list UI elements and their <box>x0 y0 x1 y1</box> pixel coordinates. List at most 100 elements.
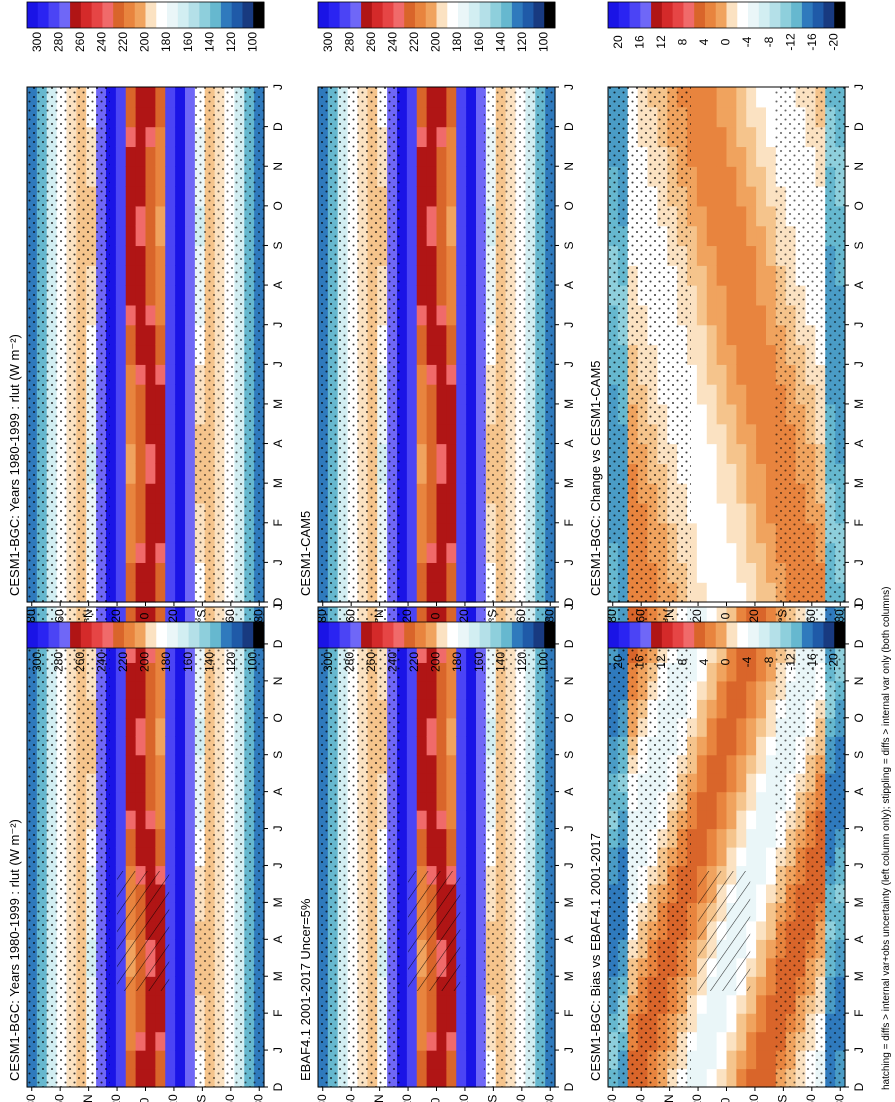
heatmap-cell <box>756 920 767 940</box>
heatmap-cell <box>145 643 156 663</box>
heatmap-cell <box>706 828 718 848</box>
heatmap-cell <box>716 403 728 425</box>
colorbar-swatch <box>726 622 738 648</box>
heatmap-cell <box>726 1031 737 1051</box>
month-tick-label: D <box>562 639 576 648</box>
heatmap-cell <box>135 1050 147 1070</box>
heatmap-cell <box>145 562 156 583</box>
colorbar-swatch <box>199 622 211 648</box>
heatmap-cell <box>175 542 186 563</box>
month-tick-label: J <box>852 826 866 832</box>
heatmap-cell <box>426 1013 438 1033</box>
heatmap-cell <box>125 225 137 247</box>
heatmap-cell <box>706 265 718 286</box>
heatmap-cell <box>716 562 728 583</box>
heatmap-cell <box>106 364 117 385</box>
heatmap-cell <box>726 304 737 326</box>
heatmap-cell <box>406 562 418 583</box>
heatmap-cell <box>736 810 747 830</box>
heatmap-cell <box>476 443 487 464</box>
heatmap-cell <box>397 773 408 793</box>
heatmap-cell <box>416 423 428 445</box>
heatmap-cell <box>706 483 718 504</box>
heatmap-cell <box>175 245 186 266</box>
heatmap-cell <box>716 304 728 326</box>
heatmap-cell <box>476 828 487 848</box>
heatmap-cell <box>145 443 156 464</box>
month-tick-label: F <box>852 519 866 526</box>
latitude-tick-label: °N <box>372 609 386 622</box>
heatmap-cell <box>416 810 428 830</box>
heatmap-cell <box>446 443 457 464</box>
heatmap-cell <box>716 828 728 848</box>
panel-title: CESM1-BGC: Years 1980-1999 : rlut (W m⁻²… <box>7 334 22 596</box>
heatmap-cell <box>706 304 718 326</box>
heatmap-cell <box>726 384 737 405</box>
heatmap-cell <box>766 810 777 830</box>
heatmap-cell <box>466 582 477 603</box>
heatmap-cell <box>416 225 428 247</box>
heatmap-cell <box>766 680 777 700</box>
heatmap-cell <box>106 1031 117 1051</box>
heatmap-cell <box>175 754 186 774</box>
heatmap-cell <box>726 699 737 719</box>
heatmap-cell <box>426 847 438 867</box>
heatmap-cell <box>165 324 176 346</box>
heatmap-cell <box>696 364 708 385</box>
latitude-tick-label: 60 <box>52 1094 66 1102</box>
heatmap-cell <box>446 186 457 207</box>
heatmap-cell <box>756 828 767 848</box>
month-tick-label: M <box>852 897 866 907</box>
heatmap-cell <box>696 810 708 830</box>
heatmap-cell <box>115 403 127 425</box>
stippling-overlay <box>608 87 691 602</box>
heatmap-cell <box>175 364 186 385</box>
heatmap-cell <box>696 285 708 306</box>
heatmap-cell <box>456 106 467 128</box>
heatmap-cell <box>175 265 186 286</box>
heatmap-cell <box>416 403 428 425</box>
heatmap-cell <box>756 324 767 346</box>
heatmap-cell <box>736 847 747 867</box>
heatmap-cell <box>476 463 487 484</box>
heatmap-cell <box>476 957 487 977</box>
heatmap-cell <box>756 1013 767 1033</box>
colorbar-swatch <box>458 622 470 648</box>
heatmap-cell <box>155 483 166 504</box>
heatmap-cell <box>466 403 477 425</box>
heatmap-cell <box>145 463 156 484</box>
heatmap-cell <box>726 773 737 793</box>
latitude-tick-label: 80 <box>605 609 619 623</box>
heatmap-cell <box>446 791 457 811</box>
heatmap-cell <box>125 773 137 793</box>
colorbar-swatch <box>801 622 814 648</box>
heatmap-cell <box>135 699 147 719</box>
heatmap-cell <box>716 265 728 286</box>
heatmap-cell <box>125 106 137 128</box>
heatmap-cell <box>687 994 698 1014</box>
heatmap-cell <box>165 1013 176 1033</box>
heatmap-cell <box>106 828 117 848</box>
month-tick-label: O <box>852 201 866 210</box>
heatmap-cell <box>145 847 156 867</box>
heatmap-cell <box>706 773 718 793</box>
colorbar-swatch <box>501 2 513 28</box>
latitude-ticks: 80 60 °N 20 0 20 °S 60 80 <box>315 602 556 623</box>
stippling-overlay <box>318 607 401 1087</box>
heatmap-cell <box>687 403 698 425</box>
heatmap-cell <box>165 680 176 700</box>
heatmap-cell <box>476 773 487 793</box>
heatmap-cell <box>416 304 428 326</box>
colorbar: 300 280 260 240 220 200 180 160 140 120 100 <box>26 1 265 52</box>
latitude-tick-label: 80 <box>251 1094 265 1102</box>
heatmap-cell <box>716 245 728 266</box>
heatmap-cell <box>726 662 737 682</box>
heatmap-cell <box>175 522 186 544</box>
heatmap-cell <box>145 344 156 365</box>
heatmap-cell <box>476 1050 487 1070</box>
colorbar-swatch <box>522 622 534 648</box>
heatmap-cell <box>155 364 166 385</box>
heatmap-cell <box>416 1068 428 1088</box>
heatmap-cell <box>687 364 698 385</box>
heatmap-cell <box>397 1068 408 1088</box>
